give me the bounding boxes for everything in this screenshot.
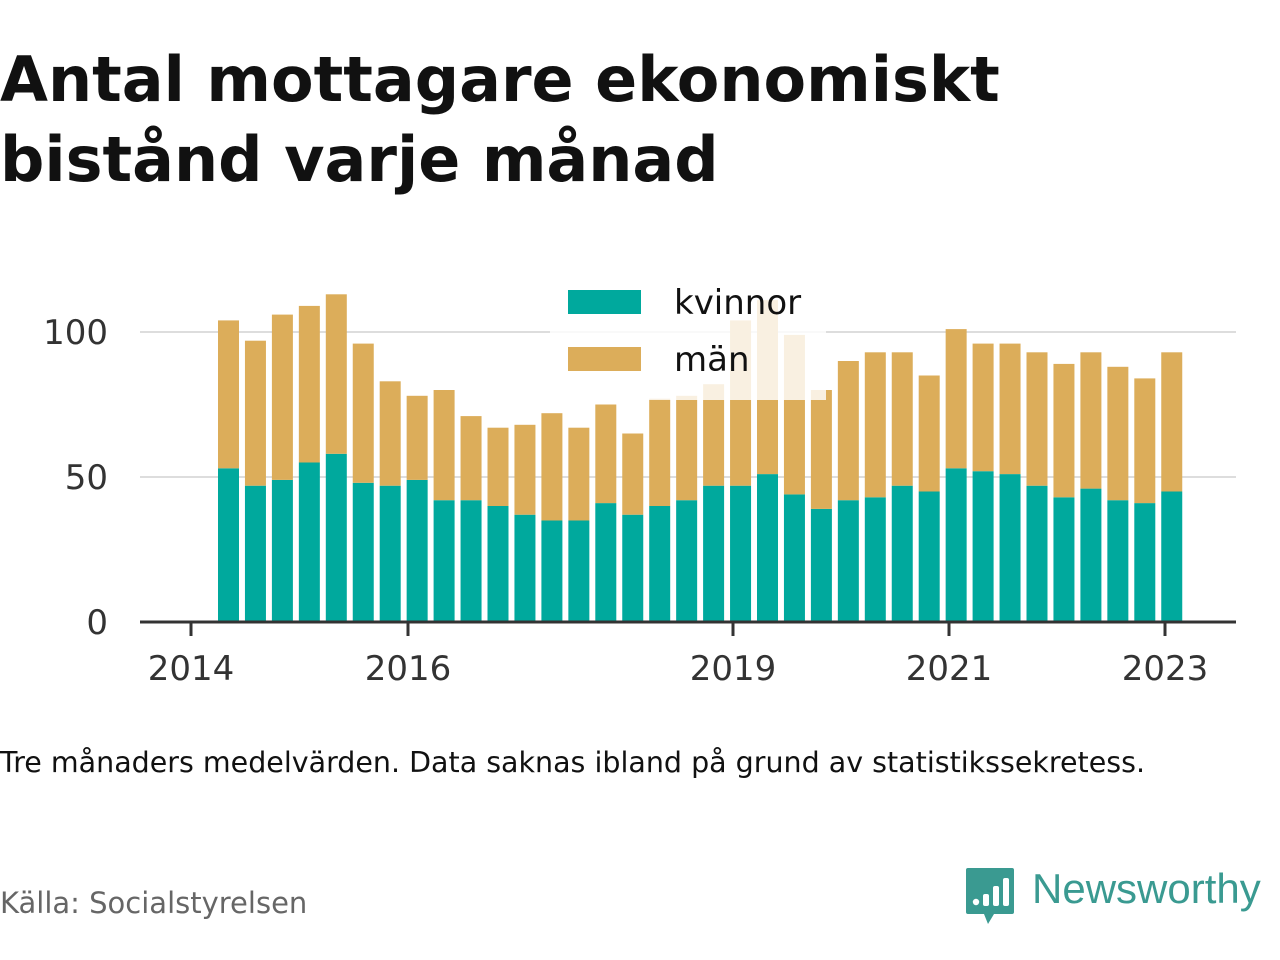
bar-kvinnor (972, 471, 994, 622)
bar-man (568, 427, 590, 521)
x-tick-label: 2019 (690, 649, 777, 689)
bar-man (703, 384, 725, 486)
x-tick-label: 2014 (148, 649, 235, 689)
bar-kvinnor (514, 514, 536, 622)
bar-kvinnor (1161, 491, 1183, 622)
bar-kvinnor (487, 506, 509, 622)
bar-kvinnor (918, 491, 940, 622)
bar-man (810, 390, 832, 509)
bar-man (218, 320, 239, 469)
bar-kvinnor (352, 482, 374, 622)
bar-man (514, 424, 536, 515)
bar-kvinnor (676, 500, 698, 622)
bar-kvinnor (891, 485, 913, 622)
bar-kvinnor (218, 468, 239, 622)
chart-note: Tre månaders medelvärden. Data saknas ib… (0, 746, 1146, 779)
bar-man (379, 381, 401, 486)
bar-kvinnor (1134, 503, 1156, 622)
y-tick-label: 100 (43, 313, 108, 353)
bar-kvinnor (783, 494, 805, 622)
axes: 0 50 100 2014 2016 2019 2021 2023 (43, 313, 1236, 689)
bar-kvinnor (1026, 485, 1048, 622)
bar-kvinnor (622, 514, 644, 622)
bar-man (1161, 352, 1183, 492)
bar-man (972, 343, 994, 472)
bar-man (1053, 363, 1075, 498)
bar-man (244, 340, 266, 486)
bar-kvinnor (757, 474, 778, 622)
bar-man (676, 395, 698, 501)
bar-kvinnor (568, 520, 590, 622)
bar-kvinnor (244, 485, 266, 622)
bar-man (487, 427, 509, 506)
bar-man (649, 398, 671, 506)
bar-kvinnor (837, 500, 859, 622)
bar-man (406, 395, 428, 480)
bar-kvinnor (271, 479, 293, 622)
bar-man (1134, 378, 1156, 504)
brand-name: Newsworthy (1032, 865, 1261, 912)
bar-man (918, 375, 940, 492)
source-text: Källa: Socialstyrelsen (0, 886, 308, 920)
bar-man (1080, 352, 1102, 489)
legend-swatch (568, 290, 641, 314)
bar-kvinnor (945, 468, 967, 622)
bar-series (218, 294, 1183, 622)
bar-man (1107, 366, 1129, 501)
bar-man (1026, 352, 1048, 486)
bar-kvinnor (460, 500, 482, 622)
x-tick-label: 2023 (1122, 649, 1209, 689)
newsworthy-logo-icon (966, 868, 1014, 924)
bar-kvinnor (433, 500, 455, 622)
bar-man (999, 343, 1021, 475)
bar-man (460, 416, 482, 501)
bar-man (945, 329, 967, 469)
legend: kvinnor män (550, 276, 826, 400)
bar-kvinnor (1107, 500, 1129, 622)
y-tick-label: 0 (86, 603, 108, 643)
bar-man (837, 361, 859, 501)
x-tick-label: 2021 (906, 649, 993, 689)
bar-kvinnor (730, 485, 752, 622)
bar-man (433, 390, 455, 501)
bar-kvinnor (810, 508, 832, 622)
bar-kvinnor (595, 503, 617, 622)
bar-kvinnor (298, 462, 320, 622)
bar-man (271, 314, 293, 480)
bar-man (325, 294, 347, 454)
x-tick-label: 2016 (365, 649, 452, 689)
chart-title: Antal mottagare ekonomiskt bistånd varje… (0, 43, 1000, 196)
bar-kvinnor (999, 474, 1021, 622)
legend-swatch (568, 347, 641, 371)
bar-man (352, 343, 374, 483)
bar-man (891, 352, 913, 486)
bar-kvinnor (1080, 488, 1102, 622)
bar-kvinnor (406, 479, 428, 622)
bar-man (541, 413, 563, 521)
legend-label: män (674, 340, 750, 380)
y-tick-label: 50 (65, 458, 108, 498)
legend-label: kvinnor (674, 283, 801, 323)
bar-kvinnor (379, 485, 401, 622)
bar-kvinnor (649, 506, 671, 622)
bar-man (595, 404, 617, 504)
bar-man (298, 305, 320, 463)
bar-kvinnor (703, 485, 725, 622)
bar-man (864, 352, 886, 498)
bar-kvinnor (864, 497, 886, 622)
bar-man (622, 433, 644, 515)
bar-kvinnor (541, 520, 563, 622)
bar-kvinnor (325, 453, 347, 622)
bar-kvinnor (1053, 497, 1075, 622)
